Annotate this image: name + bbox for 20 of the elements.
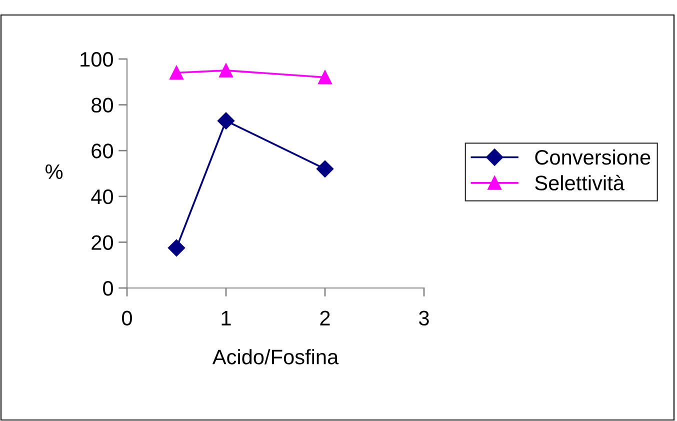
y-tick-label: 0 [103,281,113,296]
point [316,160,334,178]
x-tick-label: 3 [419,310,429,326]
point [168,239,186,256]
x-axis-title: Acido/Fosfina [212,349,339,364]
y-tick-label: 100 [80,52,113,67]
x-tick-label: 2 [320,310,330,326]
point [219,64,233,78]
point [170,66,184,80]
legend-label: Conversione [535,149,650,165]
y-tick-label: 20 [92,235,113,250]
y-tick-label: 60 [92,144,113,158]
y-tick-label: 40 [91,189,113,204]
legend-label: Selettività [535,174,624,190]
x-tick-label: 0 [122,310,132,326]
point [318,70,332,84]
y-tick-label: 80 [92,98,113,113]
x-tick-label: 1 [222,310,231,326]
point [217,112,235,130]
y-axis-title: % [46,164,63,180]
